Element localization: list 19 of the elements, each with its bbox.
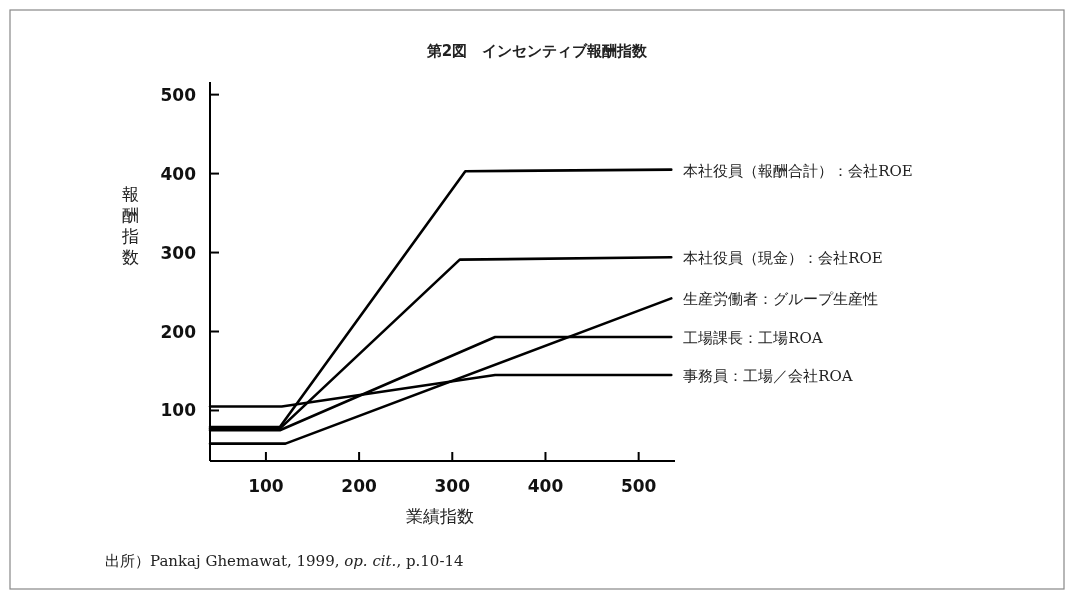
x-tick-label: 100 [248, 476, 284, 496]
y-tick-label: 100 [160, 400, 197, 421]
x-tick-label: 500 [620, 476, 657, 496]
text: 出所）Pankaj Ghemawat, 1999, op. cit., p.10-14 [105, 552, 464, 570]
y-tick-label: 400 [160, 163, 197, 184]
x-tick-label: 200 [341, 476, 378, 496]
series-label: 生産労働者：グループ生産性 [683, 290, 879, 309]
chart-title: 第2図 インセンティブ報酬指数 [425, 42, 649, 60]
series-label: 工場課長：工場ROA [683, 329, 823, 348]
x-axis-title: 業績指数 [406, 506, 474, 526]
series-label: 事務員：工場／会社ROA [683, 366, 853, 385]
x-tick-label: 300 [434, 476, 471, 496]
x-tick-label: 400 [527, 476, 564, 496]
y-axis-title: 報酬指数 [120, 184, 139, 267]
y-tick-label: 500 [160, 84, 197, 105]
series-label: 本社役員（報酬合計）：会社ROE [683, 161, 913, 180]
series-label: 本社役員（現金）：会社ROE [683, 249, 883, 268]
y-tick-label: 300 [160, 242, 197, 263]
y-tick-label: 200 [160, 321, 197, 342]
